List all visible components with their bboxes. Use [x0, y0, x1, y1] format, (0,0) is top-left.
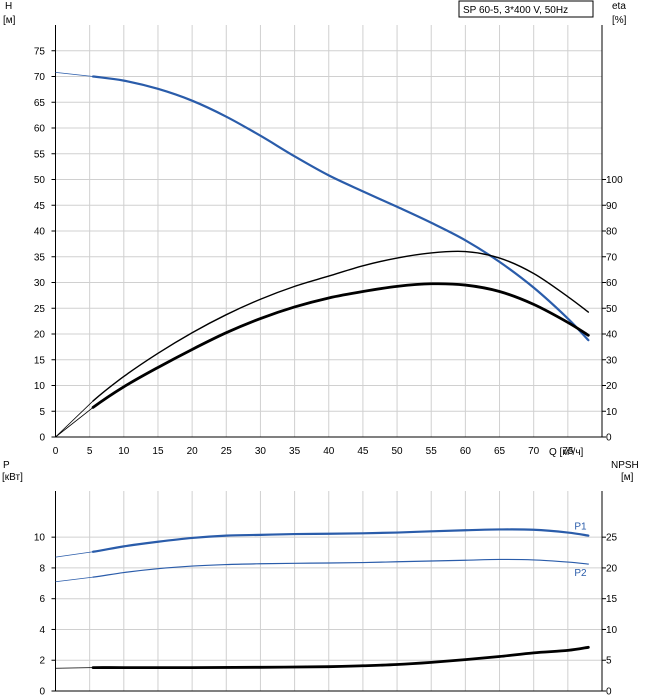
pump-model-text: SP 60-5, 3*400 V, 50Hz: [463, 5, 568, 16]
perf-left-tick-40: 40: [34, 227, 46, 238]
q-tick-20: 20: [187, 446, 199, 457]
perf-h-lead-in: [55, 71, 94, 77]
perf-left-tick-45: 45: [34, 201, 46, 212]
q-tick-75: 75: [562, 446, 574, 457]
perf-left-tick-65: 65: [34, 98, 46, 109]
perf-h-curve: [91, 75, 590, 342]
q-tick-15: 15: [152, 446, 164, 457]
perf-left-tick-15: 15: [34, 355, 46, 366]
perf-right-tick-90: 90: [606, 201, 618, 212]
h-axis-unit: [м]: [3, 15, 16, 26]
q-tick-50: 50: [392, 446, 404, 457]
power-plot: 0 2 4 6 8 10 0 5 10 15 20 25 P1 P2: [34, 491, 618, 698]
q-tick-5: 5: [87, 446, 93, 457]
power-npsh-curve: [91, 645, 590, 670]
perf-left-tick-75: 75: [34, 46, 46, 57]
pump-model-badge: [458, 0, 594, 18]
perf-left-tick-70: 70: [34, 72, 46, 83]
power-left-tick-6: 6: [39, 594, 45, 605]
perf-eta_total-curve: [91, 282, 590, 409]
power-left-tick-10: 10: [34, 533, 46, 544]
perf-eta_total-lead-in: [55, 407, 94, 438]
power-left-tick-8: 8: [39, 563, 45, 574]
q-tick-10: 10: [118, 446, 130, 457]
perf-right-tick-70: 70: [606, 252, 618, 263]
perf-eta-lead-in: [55, 400, 94, 438]
perf-left-tick-50: 50: [34, 175, 46, 186]
power-left-tick-4: 4: [39, 625, 45, 636]
perf-right-tick-40: 40: [606, 330, 618, 341]
power-p2-lead-in: [55, 576, 94, 583]
q-tick-60: 60: [460, 446, 472, 457]
power-right-tick-15: 15: [606, 594, 618, 605]
series-label-p1: P1: [574, 522, 587, 533]
npsh-axis-title: NPSH: [611, 460, 639, 471]
q-tick-70: 70: [528, 446, 540, 457]
perf-left-tick-60: 60: [34, 124, 46, 135]
perf-right-tick-60: 60: [606, 278, 618, 289]
q-tick-40: 40: [323, 446, 335, 457]
h-axis-title: H: [5, 1, 12, 12]
p-axis-unit: [кВт]: [2, 472, 23, 483]
q-axis-title: Q [м³/ч]: [549, 447, 584, 458]
perf-left-tick-10: 10: [34, 381, 46, 392]
q-tick-35: 35: [289, 446, 301, 457]
q-tick-30: 30: [255, 446, 267, 457]
eta-axis-title: eta: [612, 1, 626, 12]
perf-right-tick-0: 0: [606, 433, 612, 444]
power-p1-curve: [91, 528, 590, 553]
power-right-tick-5: 5: [606, 656, 612, 667]
perf-left-tick-20: 20: [34, 330, 46, 341]
perf-right-tick-20: 20: [606, 381, 618, 392]
perf-right-tick-50: 50: [606, 304, 618, 315]
series-label-p2: P2: [574, 568, 587, 579]
q-tick-65: 65: [494, 446, 506, 457]
perf-eta-curve: [92, 250, 590, 402]
p-axis-title: P: [3, 460, 10, 471]
perf-right-tick-100: 100: [606, 175, 623, 186]
perf-left-tick-30: 30: [34, 278, 46, 289]
power-right-tick-10: 10: [606, 625, 618, 636]
q-tick-45: 45: [357, 446, 369, 457]
perf-left-tick-25: 25: [34, 304, 46, 315]
perf-right-tick-80: 80: [606, 227, 618, 238]
q-tick-0: 0: [53, 446, 59, 457]
perf-left-tick-55: 55: [34, 149, 46, 160]
power-left-tick-0: 0: [39, 687, 45, 698]
q-tick-25: 25: [221, 446, 233, 457]
perf-left-tick-0: 0: [39, 433, 45, 444]
power-npsh-lead-in: [55, 667, 94, 669]
power-left-tick-2: 2: [39, 656, 45, 667]
performance-plot: 0510152025303540455055606570750102030405…: [34, 25, 623, 457]
perf-left-tick-5: 5: [39, 407, 45, 418]
power-right-tick-0: 0: [606, 687, 612, 698]
power-right-tick-25: 25: [606, 533, 618, 544]
perf-right-tick-10: 10: [606, 407, 618, 418]
power-right-tick-20: 20: [606, 563, 618, 574]
power-p2-curve: [92, 558, 589, 578]
eta-axis-unit: [%]: [612, 15, 627, 26]
perf-left-tick-35: 35: [34, 252, 46, 263]
perf-right-tick-30: 30: [606, 355, 618, 366]
npsh-axis-unit: [м]: [621, 472, 634, 483]
q-tick-55: 55: [426, 446, 438, 457]
power-p1-lead-in: [55, 551, 94, 558]
